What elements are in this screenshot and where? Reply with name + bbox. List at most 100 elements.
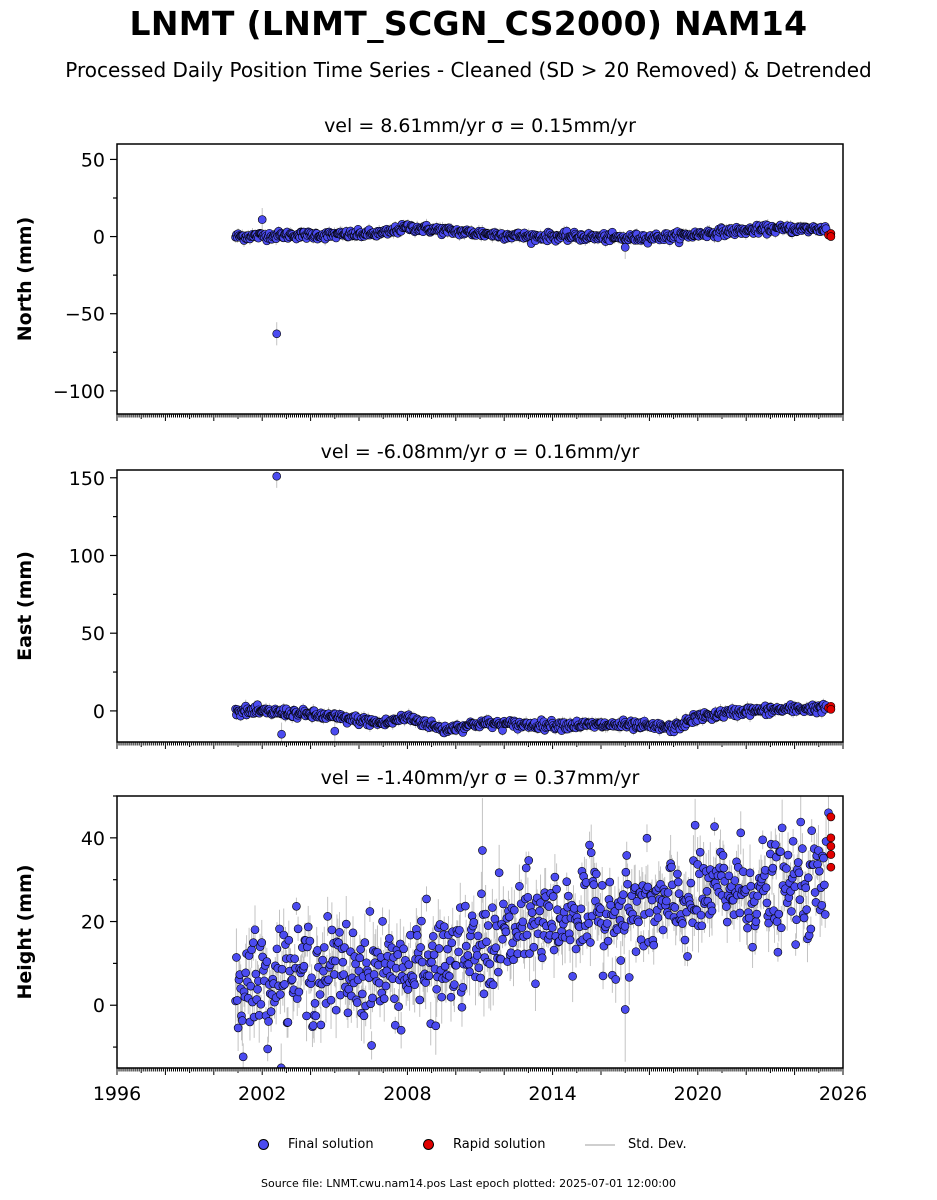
final-point xyxy=(262,957,272,966)
panel-title: vel = 8.61mm/yr σ = 0.15mm/yr xyxy=(324,115,636,137)
final-point xyxy=(764,918,773,928)
final-point xyxy=(352,998,362,1007)
final-point xyxy=(279,930,289,940)
final-point xyxy=(326,995,336,1005)
chart-subtitle: Processed Daily Position Time Series - C… xyxy=(65,58,872,82)
final-point xyxy=(367,1041,376,1050)
final-point xyxy=(416,943,425,952)
final-point xyxy=(473,931,483,941)
final-point xyxy=(257,938,267,947)
final-point xyxy=(277,729,286,739)
final-point xyxy=(429,950,439,959)
final-point xyxy=(782,864,791,873)
final-point xyxy=(787,907,796,916)
final-point xyxy=(562,877,572,886)
final-point xyxy=(359,1011,369,1021)
final-point xyxy=(597,881,607,890)
final-point xyxy=(748,942,757,952)
final-point xyxy=(751,917,761,926)
final-point xyxy=(256,999,266,1009)
final-point xyxy=(249,938,258,947)
final-point xyxy=(622,851,631,860)
final-point xyxy=(482,937,491,947)
final-point xyxy=(410,980,419,990)
final-point xyxy=(515,881,524,891)
final-point xyxy=(294,987,304,997)
final-point xyxy=(315,990,325,999)
final-point xyxy=(263,1044,272,1054)
final-point xyxy=(439,922,449,931)
final-point xyxy=(568,972,577,981)
final-point xyxy=(777,823,787,833)
y-tick-label: 0 xyxy=(93,701,105,723)
final-point xyxy=(634,917,643,927)
final-point xyxy=(465,967,474,977)
final-point xyxy=(272,471,282,481)
final-point xyxy=(247,945,256,955)
final-point xyxy=(674,889,684,898)
final-point xyxy=(521,863,531,873)
final-point xyxy=(591,869,601,879)
final-point xyxy=(319,943,329,952)
final-point xyxy=(564,891,573,901)
panel-data xyxy=(231,470,836,742)
final-point xyxy=(302,1011,311,1021)
y-tick-label: 50 xyxy=(81,623,105,645)
final-point xyxy=(527,908,537,917)
final-point xyxy=(238,1016,247,1025)
final-point xyxy=(390,1020,400,1030)
final-point xyxy=(804,873,813,882)
final-point xyxy=(238,1052,248,1062)
final-point xyxy=(796,817,806,827)
final-point xyxy=(794,868,804,878)
final-point xyxy=(324,975,333,984)
final-point xyxy=(632,897,642,906)
final-point xyxy=(522,930,532,940)
final-point xyxy=(338,957,348,967)
final-point xyxy=(817,900,827,910)
final-point xyxy=(746,881,756,891)
final-point xyxy=(250,925,260,935)
final-point xyxy=(351,959,360,969)
final-point xyxy=(552,884,561,894)
final-point xyxy=(417,916,426,926)
final-point xyxy=(662,896,671,906)
final-point xyxy=(390,994,399,1003)
final-point xyxy=(290,954,300,964)
final-point xyxy=(440,961,450,971)
final-point xyxy=(752,909,762,919)
final-point xyxy=(437,992,446,1002)
final-point xyxy=(645,908,654,918)
final-point xyxy=(653,913,663,923)
final-point xyxy=(820,880,829,890)
final-point xyxy=(308,1021,318,1030)
final-point xyxy=(606,900,615,910)
final-point xyxy=(523,892,533,902)
final-point xyxy=(535,906,544,916)
final-point xyxy=(819,853,828,863)
final-point xyxy=(463,951,473,960)
final-point xyxy=(798,844,807,853)
chart-title: LNMT (LNMT_SCGN_CS2000) NAM14 xyxy=(129,4,808,43)
final-point xyxy=(355,953,365,963)
final-point xyxy=(736,828,746,838)
rapid-point xyxy=(826,232,836,241)
final-point xyxy=(776,923,786,933)
final-point xyxy=(795,895,805,904)
final-point xyxy=(488,980,498,990)
final-point xyxy=(802,905,811,914)
final-point xyxy=(673,869,682,879)
final-point xyxy=(272,329,282,339)
final-point xyxy=(310,999,320,1008)
final-point xyxy=(670,903,680,912)
final-point xyxy=(768,863,778,873)
final-point xyxy=(585,840,594,850)
final-point xyxy=(330,956,340,966)
final-point xyxy=(783,850,793,860)
final-point xyxy=(680,935,690,945)
final-point xyxy=(524,856,534,865)
final-point xyxy=(499,899,508,909)
panel-data xyxy=(231,208,836,346)
y-tick-label: −50 xyxy=(65,304,105,326)
